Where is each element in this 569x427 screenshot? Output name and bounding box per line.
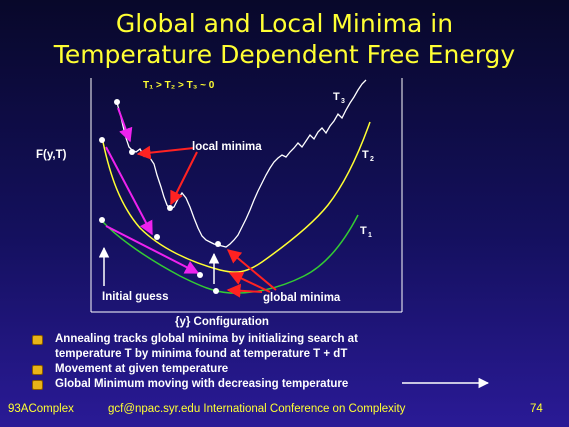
slide-title: Global and Local Minima in Temperature D… (0, 8, 569, 70)
global-minima-label: global minima (263, 292, 341, 304)
dot-t1-a (197, 272, 203, 278)
global-minima-arrow-3 (226, 249, 277, 291)
bullet-list: Annealing tracks global minima by initia… (32, 332, 358, 392)
t3-label-main: T (333, 91, 340, 103)
bullet-text-2: temperature T by minima found at tempera… (55, 348, 348, 360)
local-minima-label: local minima (192, 141, 262, 153)
t1-curve (102, 214, 359, 294)
title-line-2: Temperature Dependent Free Energy (53, 40, 516, 69)
bullet-text-3: Movement at given temperature (55, 363, 229, 375)
t2-label-main: T (362, 149, 369, 161)
initial-guess-label: Initial guess (102, 291, 168, 303)
bullet-box-icon (32, 335, 43, 345)
dot-t3-global (215, 241, 221, 247)
dot-t2-start (99, 217, 105, 223)
local-minima-arrow-2 (170, 151, 198, 206)
movement-arrow-t1 (105, 225, 200, 274)
dot-t3-local-2 (167, 205, 173, 211)
bullet-annealing-cont: temperature T by minima found at tempera… (32, 347, 358, 362)
movement-arrow-t2 (105, 146, 153, 236)
dot-t3-local (129, 149, 135, 155)
bullet-global-minimum: Global Minimum moving with decreasing te… (32, 377, 358, 392)
dot-t3-start (114, 99, 120, 105)
footer-left: 93AComplex (8, 403, 74, 415)
state-dots (99, 99, 221, 294)
y-axis-label: F(y,T) (36, 149, 67, 161)
bullet-text-1: Annealing tracks global minima by initia… (55, 333, 358, 345)
global-minima-arrow-1 (226, 283, 263, 298)
local-minima-arrow-1 (136, 145, 195, 160)
t2-label-sub: 2 (370, 156, 374, 163)
bullet-annealing: Annealing tracks global minima by initia… (32, 332, 358, 347)
temperature-order-label: T₁ > T₂ > T₃ ~ 0 (143, 80, 215, 91)
t3-curve (116, 79, 367, 248)
movement-arrow-t3 (117, 107, 133, 143)
bullet-box-icon (32, 365, 43, 375)
page-number: 74 (530, 403, 543, 415)
t2-curve (102, 121, 371, 273)
t1-label-main: T (360, 225, 367, 237)
bullet-box-icon (32, 380, 43, 390)
t2-label: T 2 (362, 149, 374, 163)
t3-label-sub: 3 (341, 98, 345, 105)
dot-t3-left-a (99, 137, 105, 143)
t1-label: T 1 (360, 225, 372, 239)
t3-label: T 3 (333, 91, 345, 105)
footer-center: gcf@npac.syr.edu International Conferenc… (108, 403, 406, 415)
title-line-1: Global and Local Minima in (115, 9, 454, 38)
global-minima-arrow-2 (228, 272, 271, 293)
x-axis-label: {y} Configuration (175, 316, 269, 328)
bullet-movement: Movement at given temperature (32, 362, 358, 377)
bullet-text-4: Global Minimum moving with decreasing te… (55, 378, 349, 390)
dot-t1-global (213, 288, 219, 294)
t1-label-sub: 1 (368, 232, 372, 239)
dot-t2-min (154, 234, 160, 240)
